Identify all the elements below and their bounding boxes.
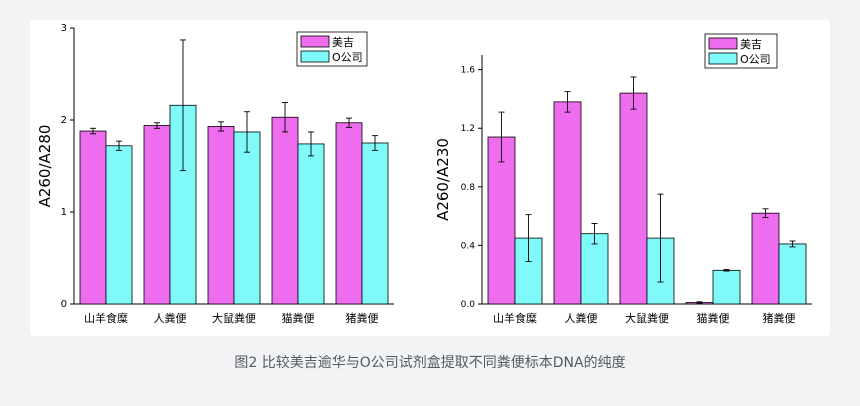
x-tick-label: 大鼠粪便 [212,311,256,325]
figure-card: 0 1 2 3 A260/A280 山羊食糜 人粪便 大鼠粪便 猫粪便 猪粪便 美吉 O公司 0.0 0… [30,20,830,336]
y-tick-label: 3 [61,23,67,34]
bar [487,136,516,305]
bar [619,92,648,305]
legend: 美吉 O公司 [704,33,778,69]
x-tick-label: 山羊食糜 [493,311,537,325]
legend-swatch [708,37,738,50]
x-tick-label: 大鼠粪便 [625,311,669,325]
bar [233,131,261,305]
legend: 美吉 O公司 [296,31,368,67]
bar [297,143,325,305]
x-tick-label: 猪粪便 [346,311,379,325]
y-tick-label: 1.6 [461,66,476,76]
y-axis-label: A260/A280 [36,125,54,208]
bar [751,212,780,305]
legend-label: O公司 [332,51,363,64]
legend-label: 美吉 [332,36,354,49]
bar [143,125,171,305]
legend-swatch [300,50,330,63]
legend-label: 美吉 [740,38,762,51]
x-tick-label: 猪粪便 [763,311,796,325]
bar [580,233,609,305]
y-tick-label: 0.4 [461,241,476,251]
bar [79,130,107,305]
chart-a260-a230: 0.0 0.4 0.8 1.2 1.6 A260/A230 山羊食糜 人粪便 大鼠粪便 猫粪便 猪粪… [434,33,812,325]
y-tick-label: 2 [61,115,67,126]
x-tick-label: 山羊食糜 [84,311,128,325]
bar [105,145,133,305]
chart-a260-a280: 0 1 2 3 A260/A280 山羊食糜 人粪便 大鼠粪便 猫粪便 猪粪便 美吉 O公司 [36,23,394,325]
bar [335,122,363,305]
y-tick-label: 1.2 [461,124,475,134]
legend-swatch [300,35,330,48]
bar [778,243,807,305]
x-tick-label: 猫粪便 [697,311,730,325]
x-tick-label: 人粪便 [154,311,187,325]
y-tick-label: 0 [61,299,67,310]
y-tick-label: 1 [61,207,67,218]
bar [271,116,299,305]
bar [553,101,582,305]
y-axis-label: A260/A230 [434,138,452,221]
legend-label: O公司 [740,53,771,66]
figure-caption: 图2 比较美吉逾华与O公司试剂盒提取不同粪便标本DNA的纯度 [234,355,626,371]
y-tick-label: 0.0 [461,300,476,310]
x-tick-label: 人粪便 [565,311,598,325]
bar [361,142,389,305]
bar [207,126,235,305]
y-tick-label: 0.8 [461,183,476,193]
bar [712,269,741,305]
legend-swatch [708,52,738,65]
x-tick-label: 猫粪便 [282,311,315,325]
